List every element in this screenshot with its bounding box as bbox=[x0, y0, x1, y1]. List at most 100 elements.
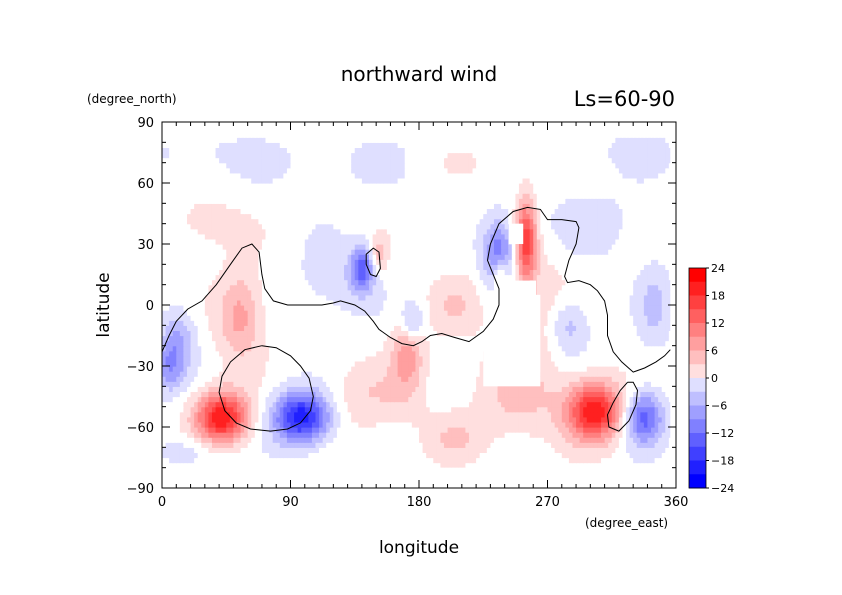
field-cell bbox=[436, 386, 442, 393]
field-cell bbox=[511, 411, 516, 418]
field-cell bbox=[586, 396, 591, 403]
field-cell bbox=[272, 381, 277, 387]
field-cell bbox=[169, 289, 174, 296]
field-cell bbox=[633, 315, 638, 321]
field-cell bbox=[369, 381, 374, 387]
field-cell bbox=[608, 310, 613, 316]
field-cell bbox=[568, 452, 574, 459]
field-cell bbox=[251, 457, 256, 464]
field-cell bbox=[383, 305, 388, 311]
field-cell bbox=[472, 386, 477, 393]
field-cell bbox=[415, 386, 420, 393]
field-cell bbox=[501, 391, 506, 398]
field-cell bbox=[304, 350, 309, 357]
field-cell bbox=[169, 330, 174, 337]
field-cell bbox=[454, 366, 459, 372]
field-cell bbox=[222, 462, 227, 468]
field-cell bbox=[586, 447, 591, 454]
field-cell bbox=[558, 366, 563, 372]
field-cell bbox=[354, 355, 359, 362]
field-cell bbox=[226, 371, 231, 377]
field-cell bbox=[276, 294, 281, 301]
field-cell bbox=[411, 360, 417, 367]
field-cell bbox=[622, 340, 627, 347]
field-cell bbox=[508, 432, 513, 438]
field-cell bbox=[165, 462, 170, 468]
field-cell bbox=[561, 320, 566, 326]
field-cell bbox=[369, 294, 374, 301]
field-cell bbox=[419, 350, 424, 357]
field-cell bbox=[572, 386, 577, 393]
field-cell bbox=[433, 299, 438, 306]
field-cell bbox=[329, 437, 334, 443]
field-cell bbox=[647, 350, 652, 357]
field-cell bbox=[490, 462, 495, 468]
field-cell bbox=[436, 381, 442, 387]
field-cell bbox=[597, 396, 602, 403]
field-cell bbox=[590, 315, 595, 321]
field-cell bbox=[397, 366, 402, 372]
field-cell bbox=[451, 406, 456, 413]
field-cell bbox=[201, 432, 206, 438]
field-cell bbox=[626, 299, 631, 306]
field-cell bbox=[436, 437, 442, 443]
field-cell bbox=[401, 355, 406, 362]
field-cell bbox=[208, 355, 213, 362]
field-cell bbox=[329, 366, 334, 372]
field-cell bbox=[297, 294, 302, 301]
field-cell bbox=[665, 427, 670, 433]
field-cell bbox=[618, 457, 624, 464]
field-cell bbox=[658, 320, 663, 326]
field-cell bbox=[411, 411, 417, 418]
field-cell bbox=[447, 401, 452, 408]
field-cell bbox=[329, 340, 334, 347]
field-cell bbox=[651, 371, 656, 377]
field-cell bbox=[629, 310, 634, 316]
field-cell bbox=[347, 396, 352, 403]
field-cell bbox=[304, 299, 309, 306]
field-cell bbox=[608, 416, 613, 423]
field-cell bbox=[543, 345, 549, 352]
field-cell bbox=[269, 401, 274, 408]
field-cell bbox=[604, 386, 609, 393]
field-cell bbox=[197, 411, 202, 418]
field-cell bbox=[576, 376, 581, 382]
field-cell bbox=[419, 386, 424, 393]
field-cell bbox=[322, 320, 327, 326]
field-cell bbox=[186, 411, 192, 418]
field-cell bbox=[162, 386, 167, 393]
field-cell bbox=[351, 345, 356, 352]
field-cell bbox=[511, 396, 516, 403]
field-cell bbox=[593, 411, 599, 418]
field-cell bbox=[251, 381, 256, 387]
field-cell bbox=[276, 442, 281, 448]
field-cell bbox=[415, 452, 420, 459]
field-cell bbox=[440, 320, 445, 326]
field-cell bbox=[597, 462, 602, 468]
field-cell bbox=[572, 289, 577, 296]
field-cell bbox=[390, 396, 395, 403]
field-cell bbox=[194, 416, 199, 423]
field-cell bbox=[651, 447, 656, 454]
field-cell bbox=[458, 335, 463, 342]
field-cell bbox=[169, 355, 174, 362]
field-cell bbox=[436, 320, 442, 326]
field-cell bbox=[586, 299, 591, 306]
field-cell bbox=[304, 421, 309, 428]
field-cell bbox=[579, 427, 584, 433]
field-cell bbox=[404, 437, 409, 443]
field-cell bbox=[258, 294, 263, 301]
field-cell bbox=[261, 310, 267, 316]
field-cell bbox=[351, 421, 356, 428]
field-cell bbox=[579, 386, 584, 393]
field-cell bbox=[176, 401, 181, 408]
field-cell bbox=[576, 386, 581, 393]
field-cell bbox=[622, 391, 627, 398]
field-cell bbox=[172, 330, 177, 337]
field-cell bbox=[347, 457, 352, 464]
field-cell bbox=[176, 447, 181, 454]
field-cell bbox=[319, 299, 324, 306]
field-cell bbox=[358, 432, 363, 438]
field-cell bbox=[436, 452, 442, 459]
field-cell bbox=[451, 335, 456, 342]
